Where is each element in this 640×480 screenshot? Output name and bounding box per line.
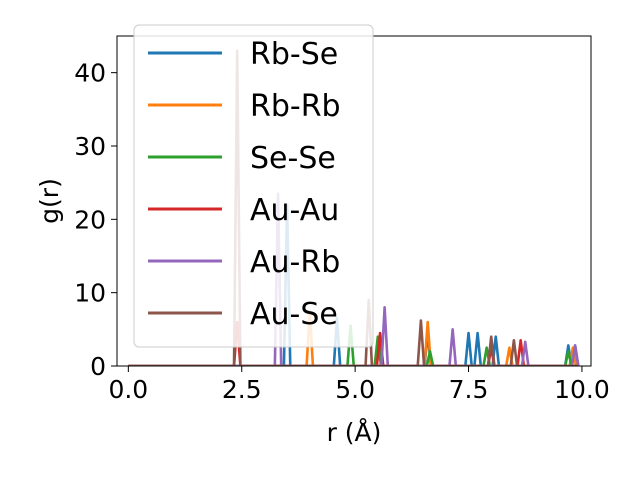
legend: Rb-Se Rb-Rb Se-Se Au-Au Au-Rb Au-Se [133,24,374,348]
legend-label: Au-Rb [250,245,340,280]
legend-entry-au-rb: Au-Rb [148,245,340,280]
x-axis-ticks: 0.0 2.5 5.0 7.5 10.0 [108,366,610,404]
x-tick-label: 10.0 [554,375,610,404]
legend-entry-se-se: Se-Se [148,141,336,176]
x-tick-label: 7.5 [449,375,489,404]
legend-entry-au-au: Au-Au [148,193,339,228]
legend-label: Au-Se [250,297,338,332]
legend-label: Rb-Se [250,37,338,72]
x-tick-label: 0.0 [108,375,148,404]
x-tick-label: 2.5 [222,375,262,404]
series-line-se-se [128,324,578,366]
y-tick-label: 30 [74,132,106,161]
x-axis-label: r (Å) [327,418,382,447]
legend-entry-rb-se: Rb-Se [148,37,338,72]
y-axis-ticks: 0 10 20 30 40 [74,59,117,381]
x-tick-label: 5.0 [335,375,375,404]
legend-label: Rb-Rb [250,89,341,124]
legend-entry-rb-rb: Rb-Rb [148,89,341,124]
legend-label: Se-Se [250,141,336,176]
y-tick-label: 0 [90,352,106,381]
y-tick-label: 40 [74,59,106,88]
legend-entry-au-se: Au-Se [148,297,338,332]
y-axis-label: g(r) [35,178,64,224]
legend-label: Au-Au [250,193,339,228]
y-tick-label: 10 [74,279,106,308]
y-tick-label: 20 [74,205,106,234]
